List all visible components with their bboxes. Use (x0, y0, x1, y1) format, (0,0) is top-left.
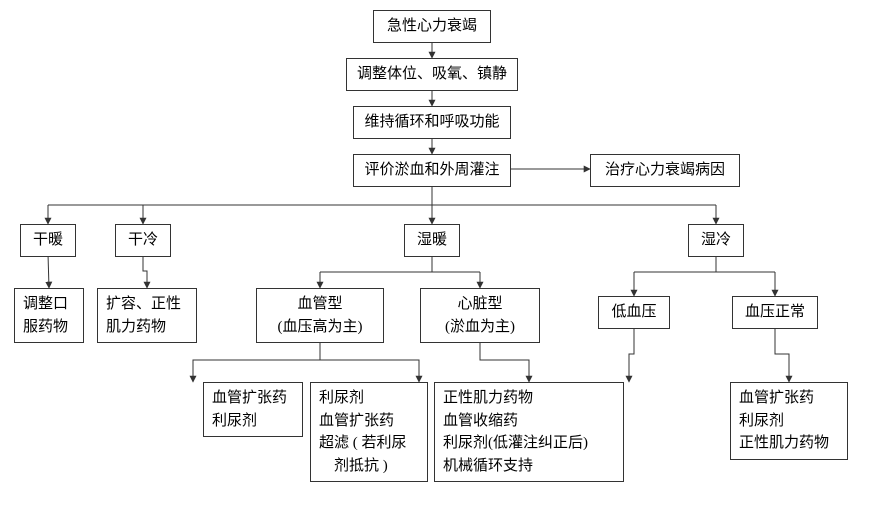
edge (48, 254, 49, 288)
node-cardRx: 正性肌力药物 血管收缩药 利尿剂(低灌注纠正后) 机械循环支持 (434, 382, 624, 482)
node-wetCold: 湿冷 (688, 224, 744, 257)
node-diurRx: 利尿剂 血管扩张药 超滤 ( 若利尿 剂抵抗 ) (310, 382, 428, 482)
edge (775, 326, 789, 382)
edge (193, 338, 320, 382)
node-dryCold: 干冷 (115, 224, 171, 257)
node-normBP: 血压正常 (732, 296, 818, 329)
edge (320, 338, 419, 382)
node-step1: 调整体位、吸氧、镇静 (346, 58, 518, 91)
node-normBPRx: 血管扩张药 利尿剂 正性肌力药物 (730, 382, 848, 460)
edge (629, 326, 634, 382)
node-vascRx: 血管扩张药 利尿剂 (203, 382, 303, 437)
node-wetWarm: 湿暖 (404, 224, 460, 257)
node-lowBP: 低血压 (598, 296, 670, 329)
node-step3: 评价淤血和外周灌注 (353, 154, 511, 187)
node-dryColdRx: 扩容、正性 肌力药物 (97, 288, 197, 343)
node-cause: 治疗心力衰竭病因 (590, 154, 740, 187)
edge (480, 338, 529, 382)
node-dryWarmRx: 调整口 服药物 (14, 288, 84, 343)
node-vascular: 血管型 (血压高为主) (256, 288, 384, 343)
node-cardiac: 心脏型 (淤血为主) (420, 288, 540, 343)
node-step2: 维持循环和呼吸功能 (353, 106, 511, 139)
node-root: 急性心力衰竭 (373, 10, 491, 43)
node-dryWarm: 干暖 (20, 224, 76, 257)
edge (143, 254, 147, 288)
